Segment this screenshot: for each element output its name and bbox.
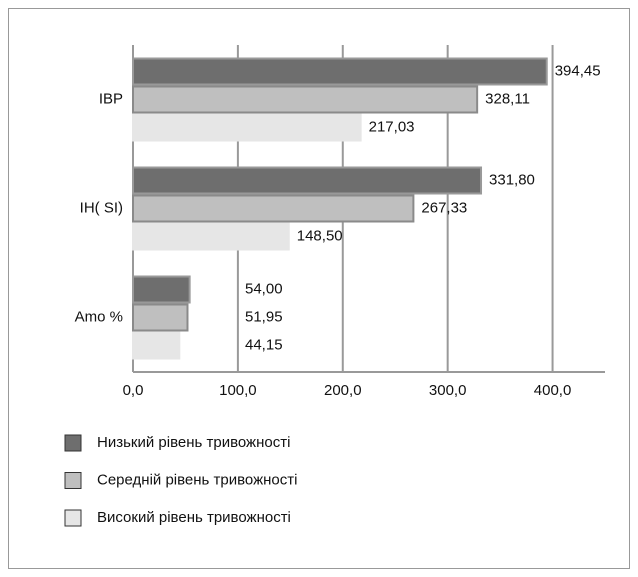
x-tick-label: 100,0 [219,382,257,399]
x-tick-label: 200,0 [324,382,362,399]
bar [132,57,548,86]
value-label: 331,80 [489,171,535,188]
value-label: 267,33 [421,199,467,216]
legend-label: Середній рівень тривожності [97,471,297,488]
bar [132,303,189,332]
value-label: 328,11 [485,90,530,107]
bar [132,331,181,360]
y-tick-label: IBP [99,90,123,107]
bar [132,275,191,304]
legend-swatch [64,472,82,489]
bar [132,166,483,195]
x-tick-label: 400,0 [534,382,572,399]
legend-label: Високий рівень тривожності [97,509,291,526]
bar [132,222,290,251]
value-label: 54,00 [245,280,283,297]
legend-label: Низький рівень тривожності [97,434,290,451]
y-tick-label: IH( SI) [80,199,123,216]
x-tick-label: 300,0 [429,382,467,399]
value-label: 217,03 [369,118,415,135]
y-tick-label: Amo % [75,308,123,325]
x-tick-label: 0,0 [123,382,144,399]
value-label: 44,15 [245,336,283,353]
value-label: 148,50 [297,227,343,244]
legend-swatch [64,434,82,452]
value-label: 51,95 [245,308,283,325]
bar [132,85,479,114]
chart-frame [8,8,630,569]
bar [132,194,415,223]
value-label: 394,45 [555,62,601,79]
bar [132,113,362,142]
legend-swatch [64,509,82,527]
